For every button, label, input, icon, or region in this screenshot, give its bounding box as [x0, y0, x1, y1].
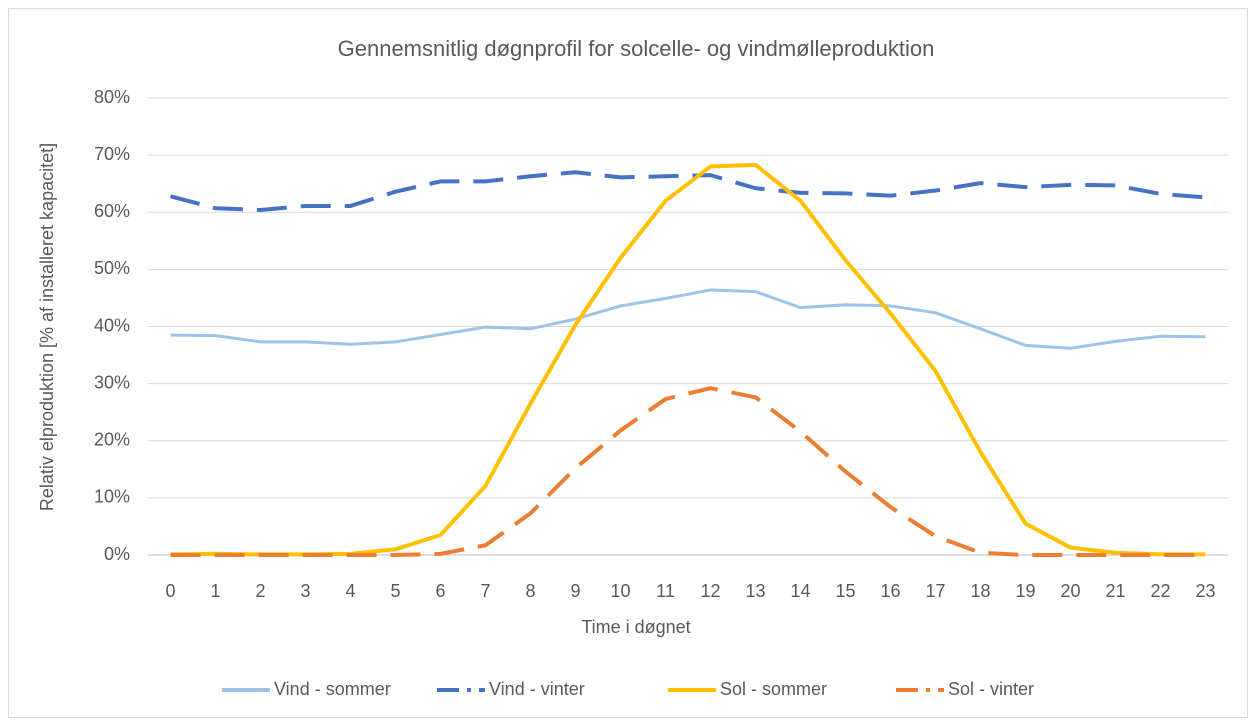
chart-border — [8, 8, 1248, 718]
legend-label: Vind - sommer — [274, 679, 391, 699]
x-tick-label: 8 — [525, 581, 535, 601]
x-tick-label: 9 — [570, 581, 580, 601]
y-tick-label: 20% — [94, 430, 130, 450]
x-tick-label: 13 — [745, 581, 765, 601]
x-tick-label: 10 — [610, 581, 630, 601]
x-tick-label: 11 — [656, 581, 675, 601]
chart-title: Gennemsnitlig døgnprofil for solcelle- o… — [338, 36, 935, 61]
x-tick-label: 17 — [925, 581, 945, 601]
x-tick-label: 22 — [1150, 581, 1170, 601]
x-tick-label: 4 — [345, 581, 355, 601]
x-tick-label: 3 — [300, 581, 310, 601]
x-tick-label: 2 — [255, 581, 265, 601]
line-series — [170, 288, 1206, 350]
x-tick-label: 15 — [835, 581, 855, 601]
x-tick-label: 14 — [790, 581, 810, 601]
x-tick-label: 21 — [1105, 581, 1125, 601]
y-axis-label: Relativ elproduktion [% af installeret k… — [37, 143, 57, 511]
y-tick-label: 30% — [94, 372, 130, 392]
x-tick-label: 5 — [390, 581, 400, 601]
y-tick-label: 40% — [94, 315, 130, 335]
y-tick-label: 70% — [94, 144, 130, 164]
y-tick-label: 10% — [94, 487, 130, 507]
y-tick-label: 0% — [104, 544, 130, 564]
x-tick-label: 6 — [435, 581, 445, 601]
x-tick-label: 19 — [1015, 581, 1035, 601]
x-tick-label: 16 — [880, 581, 900, 601]
legend-label: Sol - sommer — [720, 679, 827, 699]
legend-label: Vind - vinter — [489, 679, 585, 699]
y-tick-label: 60% — [94, 201, 130, 221]
y-tick-label: 80% — [94, 87, 130, 107]
x-tick-label: 1 — [210, 581, 220, 601]
x-tick-label: 23 — [1195, 581, 1215, 601]
line-series — [170, 162, 1206, 557]
x-tick-label: 0 — [165, 581, 175, 601]
x-tick-label: 20 — [1060, 581, 1080, 601]
x-tick-label: 18 — [970, 581, 990, 601]
x-tick-label: 7 — [480, 581, 490, 601]
line-series — [170, 386, 1206, 557]
legend-label: Sol - vinter — [948, 679, 1034, 699]
x-tick-label: 12 — [700, 581, 720, 601]
x-axis-label: Time i døgnet — [581, 617, 690, 637]
y-tick-label: 50% — [94, 258, 130, 278]
